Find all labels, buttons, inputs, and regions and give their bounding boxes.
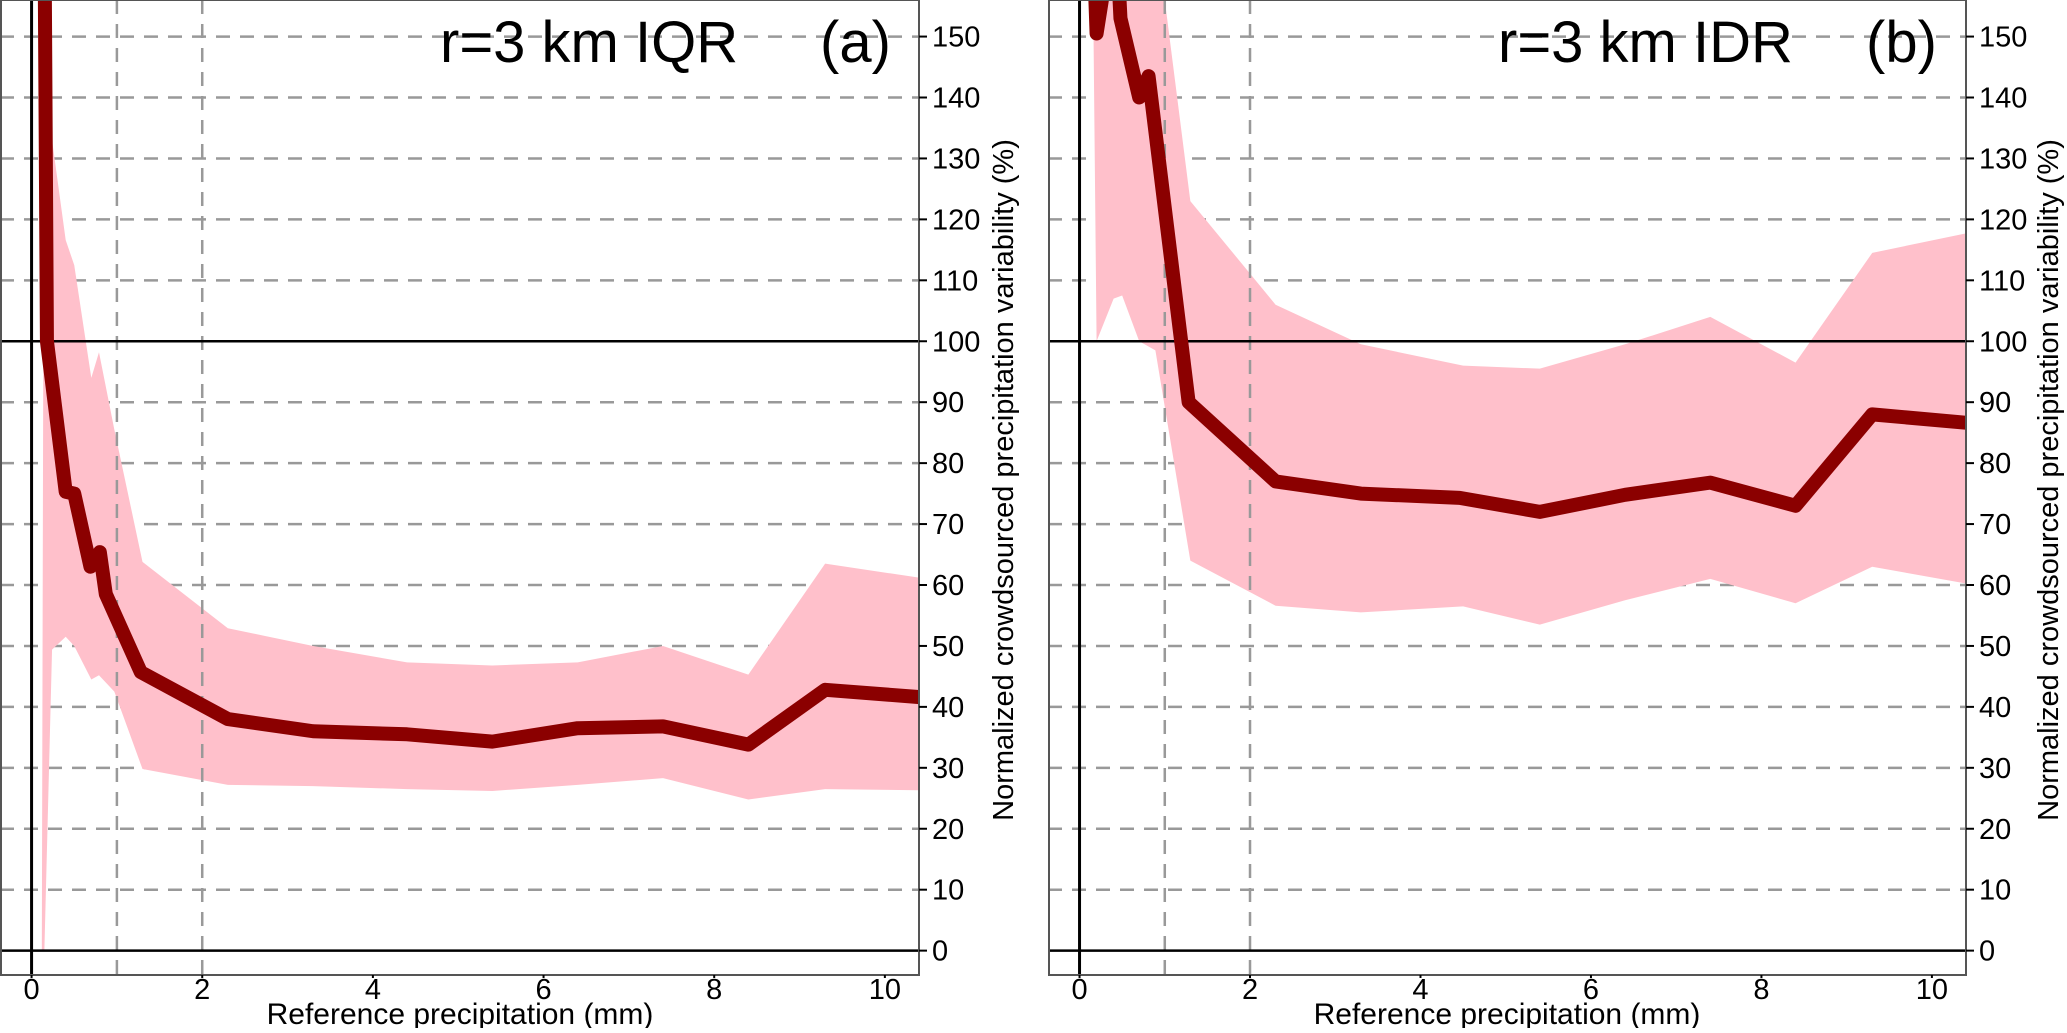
y-tick-label: 30 xyxy=(932,753,964,785)
y-tick-label: 80 xyxy=(932,448,964,480)
y-tick-label: 50 xyxy=(932,631,964,663)
plot-area xyxy=(1048,0,1975,975)
y-tick-label: 70 xyxy=(932,509,964,541)
panel-a-ylabel: Normalized crowdsourced precipitation va… xyxy=(988,139,1020,821)
panel-a-xlabel: Reference precipitation (mm) xyxy=(267,998,654,1028)
panel-b: r=3 km IDR (b) Reference precipitation (… xyxy=(1048,0,2065,1028)
y-tick-label: 100 xyxy=(1979,326,2027,358)
y-tick-label: 40 xyxy=(1979,692,2011,724)
y-tick-label: 110 xyxy=(932,265,978,297)
panel-b-xlabel: Reference precipitation (mm) xyxy=(1314,998,1701,1028)
y-tick-label: 150 xyxy=(1979,22,2027,54)
x-tick-label: 10 xyxy=(869,974,901,1006)
x-tick-label: 8 xyxy=(706,974,722,1006)
y-tick-label: 10 xyxy=(1979,875,2011,907)
y-tick-label: 100 xyxy=(932,326,980,358)
y-tick-label: 90 xyxy=(1979,387,2011,419)
x-tick-label: 6 xyxy=(535,974,551,1006)
panel-a: r=3 km IQR (a) Reference precipitation (… xyxy=(0,0,1020,1028)
y-tick-label: 150 xyxy=(932,22,980,54)
x-tick-label: 4 xyxy=(365,974,381,1006)
y-tick-label: 60 xyxy=(1979,570,2011,602)
y-tick-label: 60 xyxy=(932,570,964,602)
panel-a-label: (a) xyxy=(820,10,891,75)
x-tick-label: 0 xyxy=(1071,974,1087,1006)
y-tick-label: 90 xyxy=(932,387,964,419)
y-tick-label: 40 xyxy=(932,692,964,724)
plot-area xyxy=(0,0,928,975)
y-tick-label: 110 xyxy=(1979,265,2025,297)
y-tick-label: 0 xyxy=(932,936,948,968)
x-tick-label: 6 xyxy=(1583,974,1599,1006)
x-tick-label: 0 xyxy=(24,974,40,1006)
y-tick-label: 30 xyxy=(1979,753,2011,785)
y-tick-label: 70 xyxy=(1979,509,2011,541)
y-tick-label: 20 xyxy=(1979,814,2011,846)
y-tick-label: 140 xyxy=(932,83,980,115)
panel-b-title: r=3 km IDR xyxy=(1498,10,1793,75)
x-tick-label: 4 xyxy=(1412,974,1428,1006)
y-tick-label: 140 xyxy=(1979,83,2027,115)
y-tick-label: 130 xyxy=(1979,143,2027,175)
y-tick-label: 10 xyxy=(932,875,964,907)
y-tick-label: 20 xyxy=(932,814,964,846)
iqr-band xyxy=(1092,0,1974,625)
x-tick-label: 10 xyxy=(1916,974,1948,1006)
y-tick-label: 130 xyxy=(932,143,980,175)
y-tick-label: 0 xyxy=(1979,936,1995,968)
x-tick-label: 8 xyxy=(1753,974,1769,1006)
y-tick-label: 50 xyxy=(1979,631,2011,663)
x-tick-label: 2 xyxy=(1242,974,1258,1006)
y-tick-label: 120 xyxy=(932,204,980,236)
panel-b-label: (b) xyxy=(1866,10,1937,75)
x-tick-label: 2 xyxy=(194,974,210,1006)
panel-b-ylabel: Normalized crowdsourced precipitation va… xyxy=(2033,139,2065,821)
y-tick-label: 80 xyxy=(1979,448,2011,480)
panel-a-title: r=3 km IQR xyxy=(440,10,738,75)
y-tick-label: 120 xyxy=(1979,204,2027,236)
iqr-band xyxy=(42,0,928,951)
